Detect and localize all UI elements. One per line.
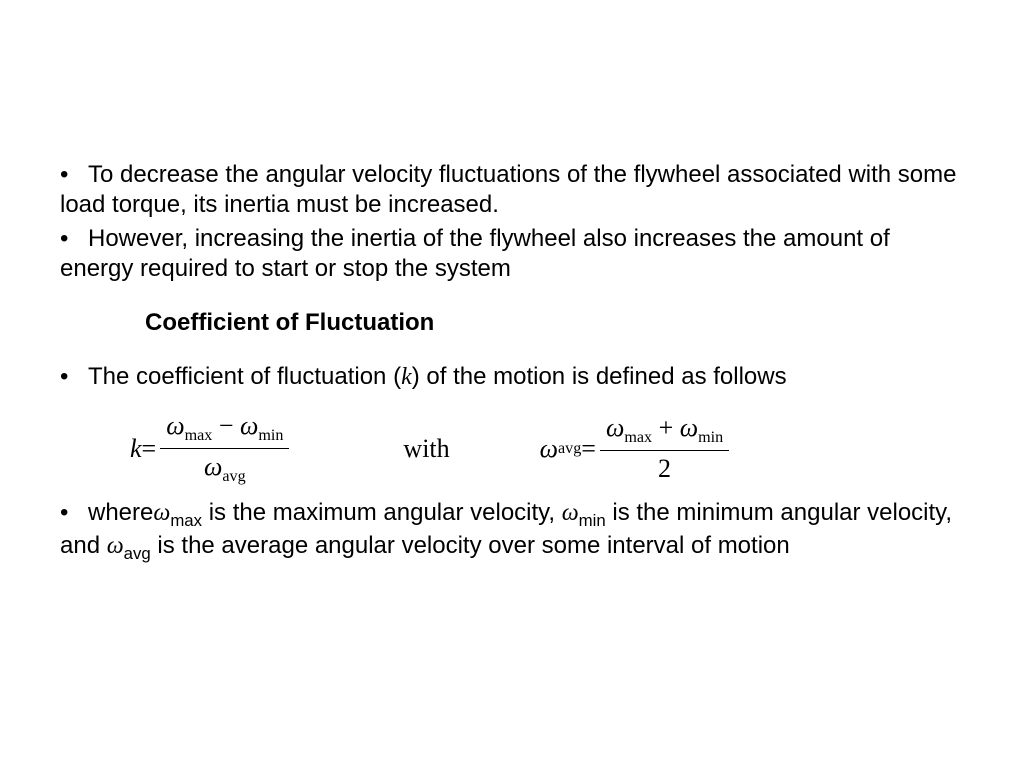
slide-body: •To decrease the angular velocity fluctu…	[0, 0, 1024, 768]
word-with: with	[403, 433, 449, 466]
equation-omega-avg: ωavg = ωmax + ωmin 2	[540, 412, 734, 486]
omega: ω	[240, 411, 258, 440]
sub-avg-inline: avg	[124, 544, 151, 563]
bullet-dot: •	[60, 498, 88, 528]
bullet-1-text: To decrease the angular velocity fluctua…	[60, 161, 956, 218]
sub-min-inline: min	[579, 510, 606, 529]
bullet-dot: •	[60, 362, 88, 392]
fraction-k-den: ωavg	[198, 449, 252, 487]
sub-avg: avg	[222, 469, 245, 486]
symbol-equals: =	[142, 433, 157, 466]
bullet-3-post: ) of the motion is defined as follows	[412, 363, 787, 390]
omega: ω	[606, 413, 624, 442]
equation-k: k = ωmax − ωmin ωavg	[130, 410, 293, 488]
sub-max-inline: max	[170, 510, 202, 529]
bullet-1: •To decrease the angular velocity fluctu…	[60, 160, 964, 220]
symbol-equals: =	[581, 433, 596, 466]
omega: ω	[204, 452, 222, 481]
omega: ω	[166, 411, 184, 440]
bullet-3-pre: The coefficient of fluctuation (	[88, 363, 401, 390]
bullet-4-t3: is the average angular velocity over som…	[151, 532, 790, 559]
fraction-avg-num: ωmax + ωmin	[600, 412, 729, 451]
sub-max: max	[185, 427, 213, 444]
bullet-4-pre: where	[88, 499, 153, 526]
fraction-k-num: ωmax − ωmin	[160, 410, 289, 449]
bullet-dot: •	[60, 160, 88, 190]
fraction-avg-den: 2	[652, 451, 677, 486]
symbol-k: k	[130, 433, 142, 466]
fraction-k: ωmax − ωmin ωavg	[160, 410, 289, 488]
sub-max: max	[624, 429, 652, 446]
sub-min: min	[258, 427, 283, 444]
omega-inline: ω	[562, 500, 579, 526]
plus: +	[652, 413, 680, 442]
bullet-4: •whereωmax is the maximum angular veloci…	[60, 498, 964, 566]
bullet-2: •However, increasing the inertia of the …	[60, 224, 964, 284]
minus: −	[212, 411, 240, 440]
bullet-2-text: However, increasing the inertia of the f…	[60, 225, 890, 282]
bullet-4-t1: is the maximum angular velocity,	[202, 499, 562, 526]
equation-row: k = ωmax − ωmin ωavg with ωavg = ωmax + …	[130, 410, 964, 488]
sub-min: min	[698, 429, 723, 446]
bullet-dot: •	[60, 224, 88, 254]
omega: ω	[680, 413, 698, 442]
symbol-k-italic: k	[401, 364, 412, 390]
fraction-avg: ωmax + ωmin 2	[600, 412, 729, 486]
omega-inline: ω	[107, 533, 124, 559]
sub-avg: avg	[558, 439, 581, 459]
omega: ω	[540, 433, 558, 466]
bullet-3: •The coefficient of fluctuation (k) of t…	[60, 362, 964, 392]
section-heading: Coefficient of Fluctuation	[145, 308, 964, 338]
omega-inline: ω	[153, 500, 170, 526]
